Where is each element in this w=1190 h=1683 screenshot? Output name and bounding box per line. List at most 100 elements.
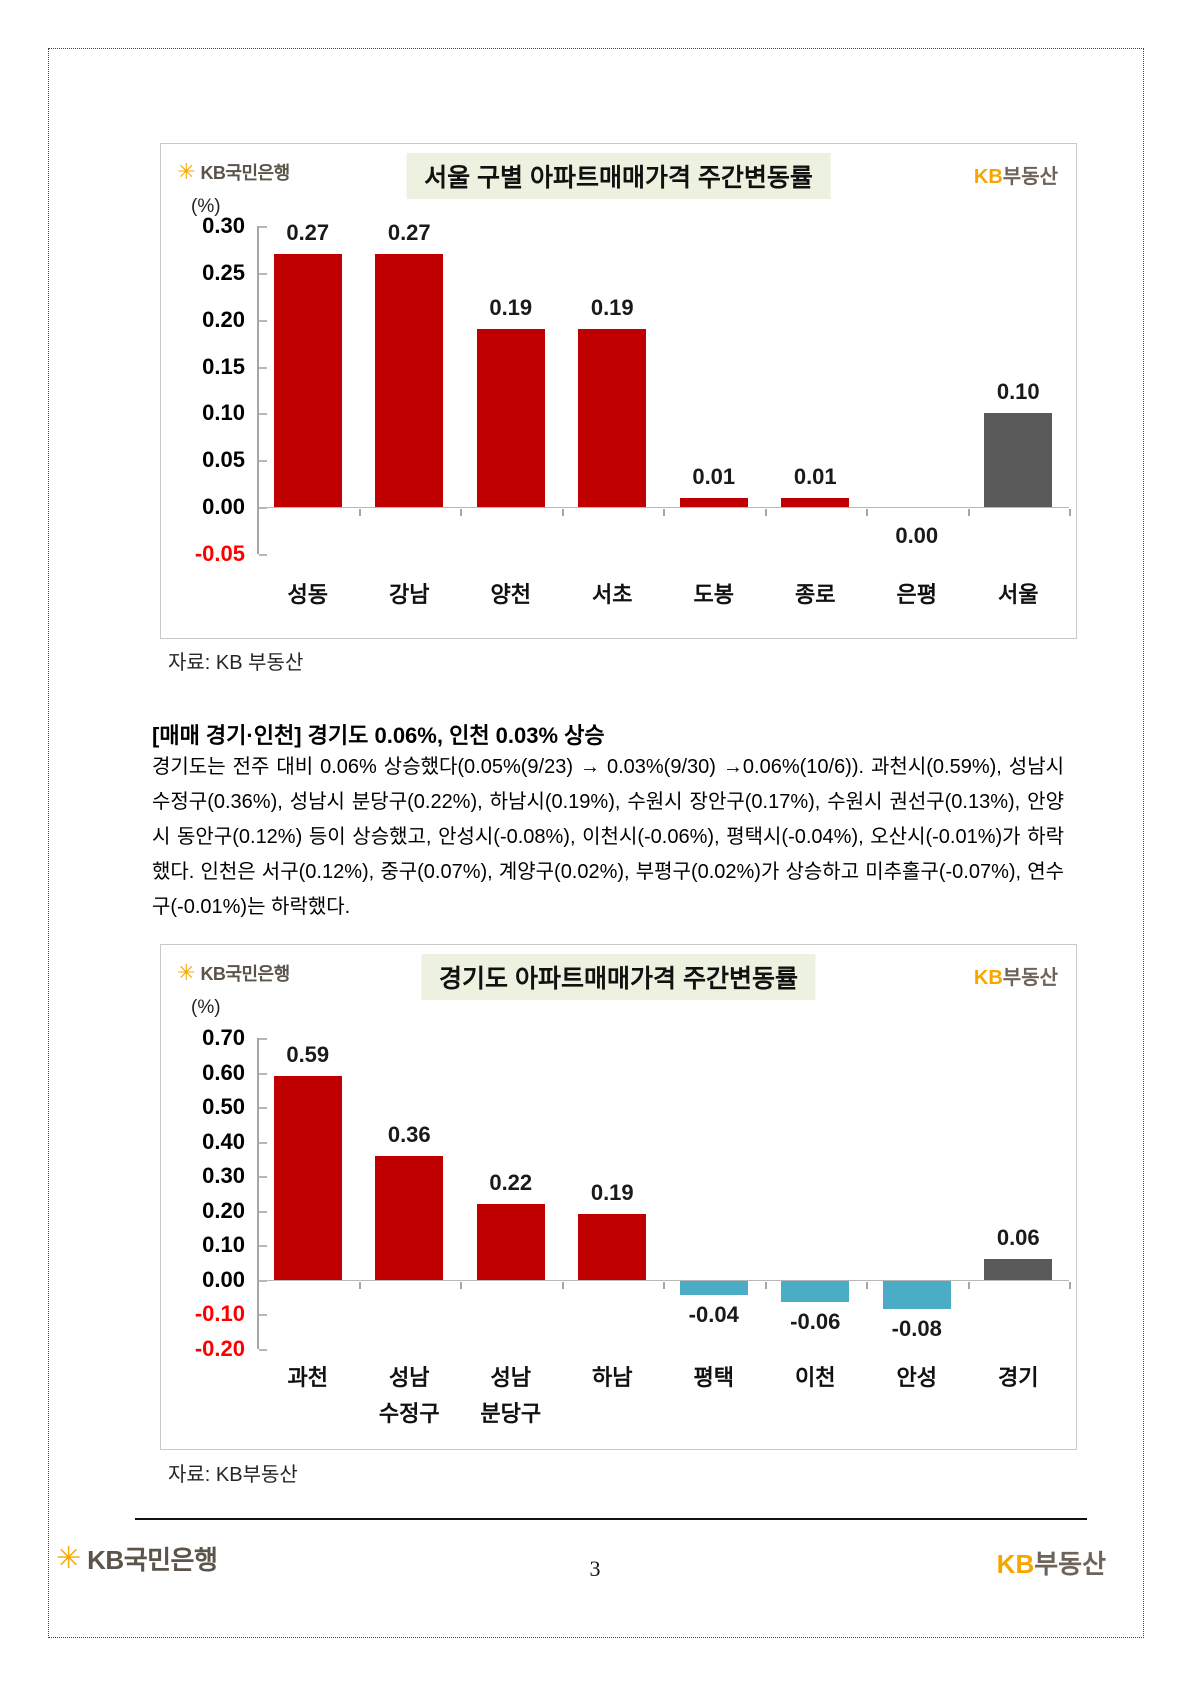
bar-value-label: 0.01: [793, 463, 837, 489]
chart-bar: [984, 1259, 1053, 1280]
category-label: 서초: [562, 577, 664, 613]
category-label-line: 안성: [896, 1365, 937, 1390]
bar-value-label: 0.00: [895, 523, 939, 549]
section-body: 경기도는 전주 대비 0.06% 상승했다(0.05%(9/23) → 0.03…: [152, 756, 1064, 918]
bar-value-label: 0.59: [286, 1042, 330, 1068]
y-axis-tick-label: 0.20: [202, 1197, 245, 1223]
y-axis-tick-label: -0.05: [194, 540, 245, 566]
chart-bar: [578, 329, 647, 508]
bar-value-label: 0.01: [692, 463, 736, 489]
kb-bank-logo-text: KB국민은행: [87, 1545, 218, 1575]
category-label-line: 경기: [998, 1365, 1039, 1390]
category-label: 안성: [866, 1360, 968, 1396]
y-axis-tick: [259, 460, 267, 463]
plot-area: 0.30 0.25 0.20 0.15 0.10 0.05 0.00 -0.05 0.27 성동 0…: [161, 144, 1076, 638]
y-axis-tick: [259, 1072, 267, 1075]
x-axis-tick: [866, 1281, 868, 1289]
bar-value-label: -0.08: [891, 1315, 942, 1341]
y-axis-tick: [259, 413, 267, 416]
bar-value-label: 0.36: [387, 1121, 431, 1147]
kb-bank-logo-text: KB국민은행: [200, 964, 290, 984]
y-axis-tick-label: 0.30: [202, 213, 245, 238]
category-label-line: 서초: [592, 582, 633, 607]
chart-bar: [273, 1076, 342, 1280]
y-axis-tick-label: 0.00: [202, 1266, 245, 1292]
x-axis-tick: [561, 1281, 564, 1289]
x-axis-tick: [764, 1281, 767, 1289]
bar-value-label: -0.06: [790, 1308, 841, 1334]
x-axis-tick: [561, 509, 564, 517]
x-axis-tick: [460, 1281, 462, 1289]
bar-value-label: 0.22: [489, 1169, 533, 1195]
category-label: 평택: [663, 1360, 765, 1396]
category-label-line: 과천: [287, 1365, 328, 1390]
chart-bar: [476, 1203, 545, 1280]
bar-value-label: -0.04: [688, 1301, 739, 1327]
y-axis-tick: [259, 507, 267, 510]
seoul-weekly-change-chart: ✳ KB국민은행 서울 구별 아파트매매가격 주간변동률 KB부동산 (%) 0…: [160, 143, 1077, 639]
category-label: 이천: [765, 1360, 867, 1396]
chart-bar: [984, 413, 1053, 508]
x-axis-tick: [1069, 1281, 1071, 1289]
chart-bar: [679, 497, 748, 508]
category-label-line: 이천: [795, 1365, 836, 1390]
bar-value-label: 0.19: [489, 295, 533, 321]
y-axis-tick-label: 0.30: [202, 1163, 245, 1189]
footer-kb-realestate-logo: KB부동산: [997, 1544, 1106, 1581]
x-axis-tick: [460, 509, 462, 517]
kb-star-icon: ✳: [177, 960, 196, 985]
kb-bank-logo: ✳ KB국민은행: [177, 960, 290, 986]
category-label: 하남: [562, 1360, 664, 1396]
category-label: 서울: [968, 577, 1070, 613]
kb-realestate-logo-text: 부동산: [1034, 1549, 1106, 1579]
kb-bank-logo: ✳ KB국민은행: [177, 159, 290, 185]
y-axis-tick: [259, 272, 267, 275]
y-axis-tick-label: 0.20: [202, 306, 245, 332]
category-label: 성남 수정구: [359, 1360, 461, 1432]
kb-realestate-logo-kb: KB: [973, 967, 1003, 989]
category-label: 과천: [257, 1360, 359, 1396]
category-label-line: 양천: [490, 582, 531, 607]
kb-star-icon: ✳: [56, 1541, 82, 1575]
y-axis-tick-label: 0.00: [202, 494, 245, 520]
category-label: 성남 분당구: [460, 1360, 562, 1432]
y-axis-line: [257, 1038, 259, 1350]
chart-bar: [476, 329, 545, 508]
y-axis-tick: [259, 1210, 267, 1213]
y-axis-tick-label: -0.10: [194, 1301, 245, 1327]
category-label-line: 은평: [896, 582, 937, 607]
category-label: 종로: [765, 577, 867, 613]
category-label-line: 분당구: [480, 1401, 542, 1426]
kb-star-icon: ✳: [177, 159, 196, 184]
bar-value-label: 0.27: [387, 220, 431, 246]
y-axis-tick-label: 0.60: [202, 1059, 245, 1085]
axis-zero-line: [257, 1279, 1069, 1281]
x-axis-tick: [663, 509, 665, 517]
x-axis-tick: [866, 509, 868, 517]
bar-value-label: 0.10: [996, 379, 1040, 405]
y-axis-tick: [259, 1314, 267, 1317]
kb-realestate-logo-text: 부동산: [1002, 166, 1058, 188]
axis-zero-line: [257, 507, 1069, 509]
x-axis-tick: [967, 509, 970, 517]
y-axis-tick-label: 0.50: [202, 1094, 245, 1120]
y-axis-tick-label: 0.70: [202, 1025, 245, 1050]
category-label-line: 종로: [795, 582, 836, 607]
x-axis-tick: [663, 1281, 665, 1289]
kb-realestate-logo-kb: KB: [973, 166, 1003, 188]
y-axis-tick: [259, 1107, 267, 1110]
y-axis-tick: [259, 226, 267, 228]
y-axis-tick-label: 0.25: [202, 259, 245, 285]
chart-bar: [781, 497, 850, 508]
chart-bar: [781, 1280, 850, 1302]
y-axis-tick-label: 0.40: [202, 1128, 245, 1154]
category-label-line: 강남: [389, 582, 430, 607]
category-label-line: 성남: [389, 1365, 430, 1390]
category-label: 경기: [968, 1360, 1070, 1396]
bar-value-label: 0.19: [590, 1180, 634, 1206]
chart-bar: [578, 1214, 647, 1280]
chart-title: 서울 구별 아파트매매가격 주간변동률: [406, 153, 831, 199]
section-heading: [매매 경기·인천] 경기도 0.06%, 인천 0.03% 상승: [152, 723, 605, 748]
chart-source-caption: 자료: KB부동산: [168, 1464, 298, 1486]
